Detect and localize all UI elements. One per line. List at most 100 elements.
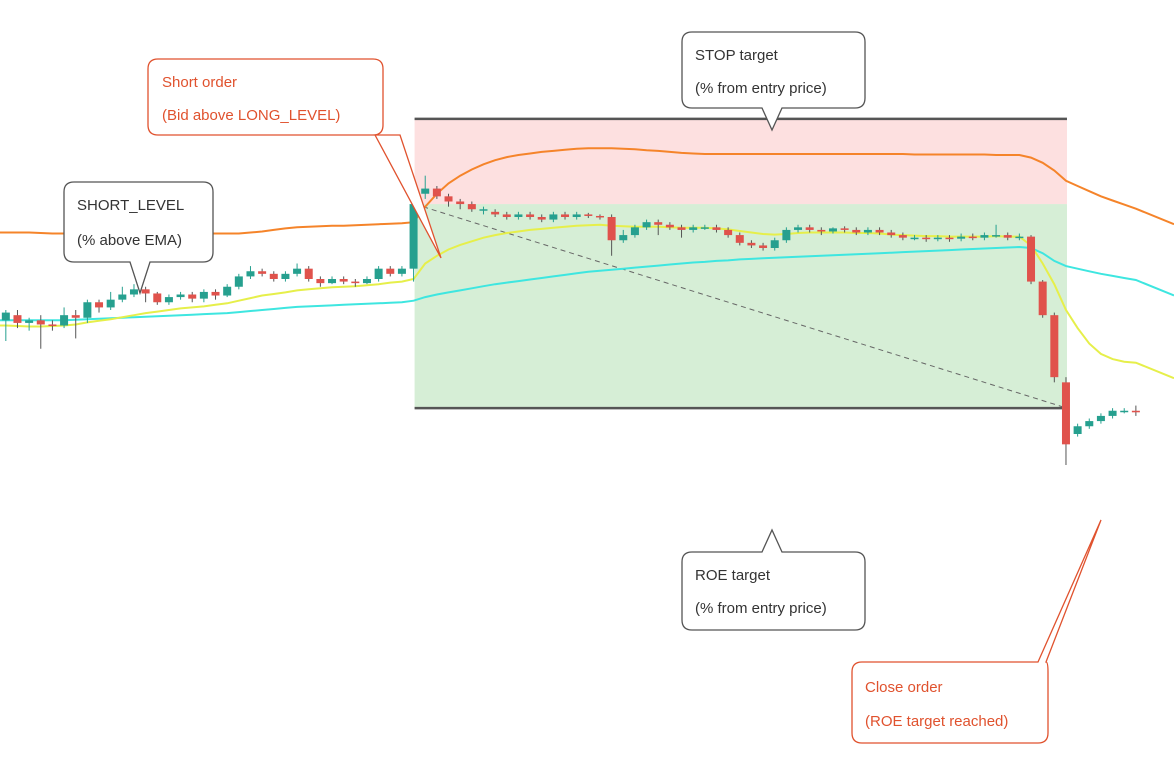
stop-target-callout: STOP target (% from entry price)	[681, 31, 866, 132]
candle-body	[1015, 236, 1024, 239]
stop-target-zone	[414, 118, 1067, 205]
short-level-callout-line1: SHORT_LEVEL	[77, 197, 184, 214]
candle-body	[875, 229, 884, 233]
candle-body	[176, 294, 185, 298]
short-order-callout: Short order (Bid above LONG_LEVEL)	[147, 58, 442, 259]
candle-body	[36, 320, 45, 325]
candle-body	[968, 236, 977, 239]
candle-body	[444, 196, 453, 202]
candle-body	[1061, 382, 1070, 445]
short-level-callout: SHORT_LEVEL (% above EMA)	[63, 181, 214, 296]
candle-body	[595, 215, 604, 218]
roe-callout-bubble	[681, 528, 866, 631]
stop-callout-line2: (% from entry price)	[695, 80, 827, 97]
candle-body	[1120, 410, 1129, 413]
candle-body	[374, 268, 383, 279]
stop-callout-bubble	[681, 31, 866, 132]
candle-body	[828, 228, 837, 232]
close-order-callout-bubble	[851, 519, 1102, 744]
candle-body	[351, 281, 360, 284]
candle-body	[922, 237, 931, 240]
candle-body	[456, 201, 465, 205]
candle-body	[898, 235, 907, 238]
candle-body	[502, 214, 511, 217]
candle-body	[269, 273, 278, 279]
candle-body	[153, 293, 162, 303]
short-order-callout-bubble	[147, 58, 442, 259]
candle-body	[1131, 410, 1140, 413]
candle-body	[397, 268, 406, 274]
candle-body	[805, 227, 814, 230]
candle-body	[281, 273, 290, 279]
stop-callout-line1: STOP target	[695, 47, 779, 64]
candle-body	[491, 211, 500, 215]
candle-body	[1050, 315, 1059, 378]
candle-body	[328, 279, 337, 284]
candle-body	[164, 297, 173, 303]
candle-body	[957, 236, 966, 239]
close-order-callout: Close order (ROE target reached)	[851, 519, 1102, 744]
candle-body	[467, 204, 476, 210]
candle-body	[1096, 415, 1105, 422]
candle-body	[677, 227, 686, 230]
candle-body	[735, 235, 744, 243]
trade-path-line	[414, 203, 1068, 409]
candle-body	[980, 235, 989, 238]
candle-body	[421, 188, 430, 194]
candle-body	[258, 271, 267, 274]
candle-body	[561, 214, 570, 217]
candle-body	[1, 312, 10, 321]
candle-body	[852, 229, 861, 233]
candle-body	[549, 214, 558, 220]
candle-body	[141, 289, 150, 294]
candle-body	[1073, 426, 1082, 434]
candle-body	[129, 289, 138, 295]
candle-body	[71, 315, 80, 318]
candle-body	[537, 217, 546, 220]
candle-body	[910, 237, 919, 240]
roe-callout-line2: (% from entry price)	[695, 600, 827, 617]
candle-body	[630, 227, 639, 236]
candle-body	[992, 235, 1001, 237]
candle-body	[48, 324, 57, 326]
candlestick-series	[1, 175, 1140, 465]
candle-body	[362, 279, 371, 284]
candle-body	[1038, 281, 1047, 316]
short-level-callout-bubble	[63, 181, 214, 296]
candle-body	[747, 242, 756, 246]
candle-body	[759, 245, 768, 248]
candle-body	[106, 299, 115, 308]
candle-body	[223, 286, 232, 296]
candle-body	[293, 268, 302, 274]
candle-body	[83, 302, 92, 318]
roe-callout-line1: ROE target	[695, 567, 771, 584]
candle-body	[654, 222, 663, 225]
candle-body	[316, 279, 325, 284]
candle-body	[642, 222, 651, 228]
candle-body	[118, 294, 127, 300]
candle-body	[607, 217, 616, 241]
short-level-callout-line2: (% above EMA)	[77, 232, 182, 249]
candle-body	[199, 291, 208, 299]
candle-body	[246, 271, 255, 277]
ema-slow-line	[0, 245, 1174, 322]
candle-body	[304, 268, 313, 279]
candle-body	[409, 204, 418, 269]
candle-body	[1085, 421, 1094, 427]
candle-body	[840, 228, 849, 230]
candle-body	[572, 214, 581, 217]
candle-body	[1027, 236, 1036, 282]
candle-body	[712, 227, 721, 230]
candle-body	[1108, 410, 1117, 416]
candle-body	[689, 227, 698, 230]
candle-body	[339, 279, 348, 282]
candle-body	[817, 229, 826, 232]
candle-body	[945, 237, 954, 240]
candle-body	[1003, 235, 1012, 238]
candle-body	[95, 302, 104, 308]
candle-body	[386, 268, 395, 274]
candle-body	[770, 240, 779, 248]
close-order-callout-line2: (ROE target reached)	[865, 713, 1008, 730]
roe-target-callout: ROE target (% from entry price)	[681, 528, 866, 631]
